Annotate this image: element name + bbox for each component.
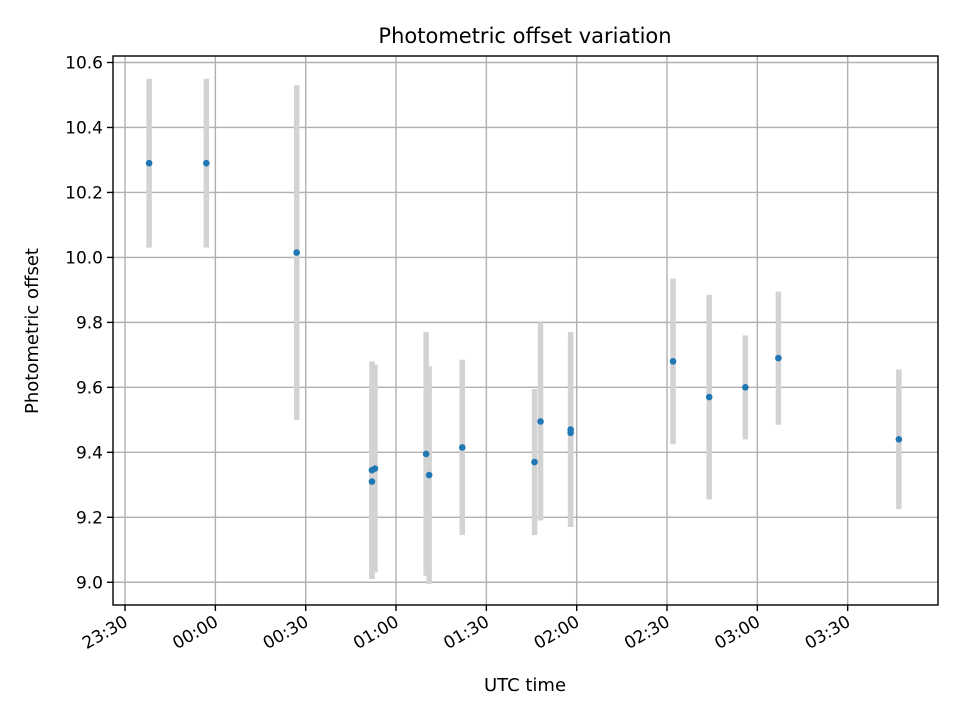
y-tick-label: 9.8	[76, 313, 103, 333]
x-tick-label: 23:30	[79, 612, 131, 654]
points-layer	[145, 159, 903, 485]
data-point	[775, 354, 782, 362]
x-tick-label: 02:00	[531, 612, 583, 654]
data-point	[368, 478, 376, 485]
data-point	[145, 159, 153, 167]
x-axis-title: UTC time	[484, 675, 566, 696]
y-tick-label: 10.0	[65, 248, 103, 268]
data-point	[741, 384, 749, 391]
data-point	[293, 249, 300, 256]
data-point	[567, 426, 574, 433]
data-point	[458, 444, 466, 451]
x-tick-label: 03:30	[802, 612, 854, 654]
ticks-layer: 9.0 9.2 9.4 9.6 9.8 10.0 10.2 10.4 10.6 23:30 00:0…	[65, 53, 854, 653]
grid-layer	[113, 56, 938, 605]
data-point	[705, 393, 713, 401]
data-point	[371, 465, 379, 472]
y-tick-label: 10.6	[65, 53, 103, 73]
data-point	[537, 418, 544, 425]
data-point	[895, 436, 903, 443]
error-bars-layer	[146, 78, 902, 584]
x-tick-label: 00:00	[169, 612, 221, 654]
y-tick-label: 10.2	[65, 183, 103, 203]
x-tick-label: 01:00	[350, 612, 402, 654]
x-tick-label: 03:00	[711, 612, 763, 654]
data-point	[422, 450, 430, 458]
data-point	[425, 471, 433, 479]
y-tick-label: 9.0	[76, 573, 103, 593]
y-tick-label: 9.6	[76, 378, 103, 398]
data-point	[531, 458, 538, 466]
y-tick-label: 9.4	[76, 443, 103, 463]
y-axis-title: Photometric offset	[22, 248, 43, 414]
x-tick-label: 00:30	[260, 612, 312, 654]
x-tick-label: 01:30	[440, 612, 492, 654]
data-point	[203, 159, 210, 167]
y-tick-label: 9.2	[76, 508, 103, 528]
y-tick-label: 10.4	[65, 118, 103, 138]
plot-frame	[112, 55, 939, 606]
data-point	[669, 358, 677, 365]
chart-title: Photometric offset variation	[378, 24, 671, 48]
x-tick-label: 02:30	[621, 612, 673, 654]
